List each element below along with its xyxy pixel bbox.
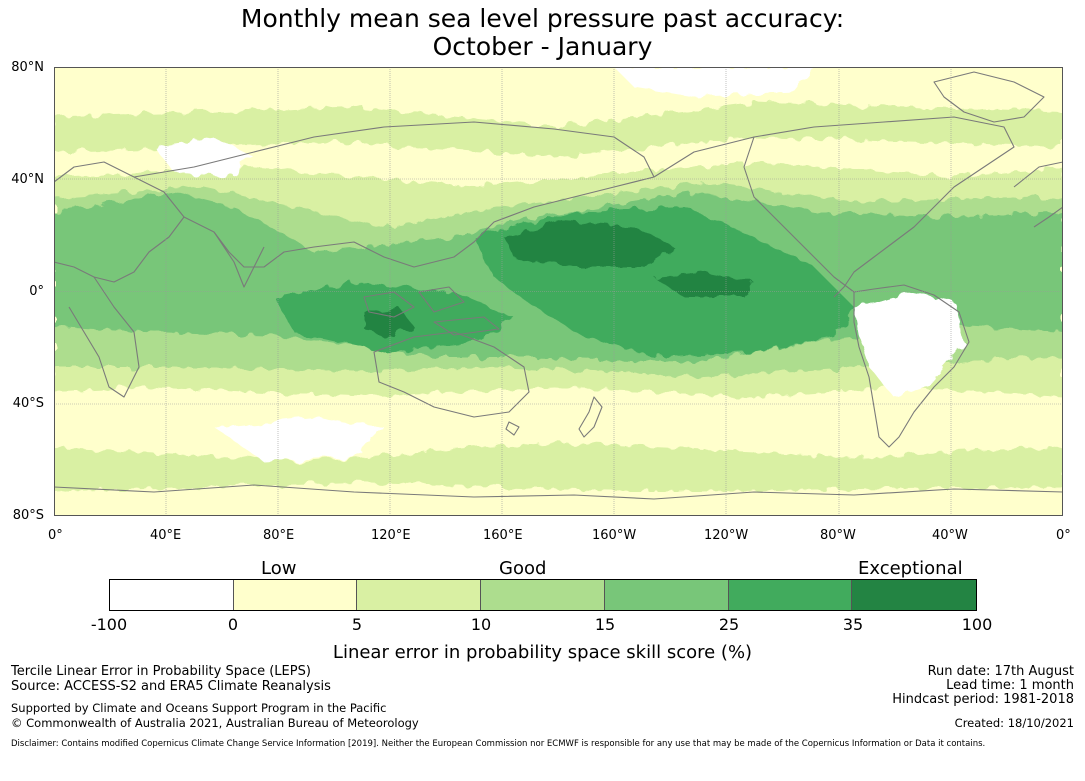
lat-label-0: 0° [29, 284, 44, 299]
colorbar-swatch [604, 580, 729, 610]
lon-label-40w: 40°W [932, 528, 968, 543]
skill-fields [54, 67, 1063, 492]
footer-disclaimer: Disclaimer: Contains modified Copernicus… [11, 739, 986, 749]
chart-subtitle: October - January [432, 32, 653, 61]
colorbar-tick: -100 [90, 615, 128, 634]
lon-label-80e: 80°E [263, 528, 295, 543]
band-35-100-central-pacific [654, 272, 754, 297]
colorbar-swatch [110, 580, 234, 610]
band-35-100-maritime [364, 307, 414, 337]
colorbar [109, 579, 977, 611]
colorbar-tick: 5 [351, 615, 363, 634]
colorbar-tick: 100 [961, 615, 993, 634]
chart-title: Monthly mean sea level pressure past acc… [240, 4, 845, 33]
footer-hindcast-period: Hindcast period: 1981-2018 [892, 692, 1074, 707]
legend-category-good: Good [499, 558, 547, 579]
lon-label-160e: 160°E [483, 528, 523, 543]
lon-label-160w: 160°W [592, 528, 637, 543]
colorbar-swatch [357, 580, 482, 610]
colorbar-swatch [852, 580, 977, 610]
footer-copyright: © Commonwealth of Australia 2021, Austra… [11, 716, 419, 730]
colorbar-tick: 15 [594, 615, 616, 634]
lat-label-80s: 80°S [12, 508, 44, 523]
lon-label-120e: 120°E [371, 528, 411, 543]
map-frame [54, 67, 1063, 516]
colorbar-tick: 35 [842, 615, 864, 634]
footer-method: Tercile Linear Error in Probability Spac… [11, 664, 311, 679]
colorbar-tick: 0 [227, 615, 239, 634]
lat-label-80n: 80°N [11, 60, 44, 75]
lon-label-0-right: 0° [1056, 528, 1071, 543]
band-5-10-south [54, 442, 1063, 492]
footer-created-date: Created: 18/10/2021 [954, 716, 1074, 730]
footer-source: Source: ACCESS-S2 and ERA5 Climate Reana… [11, 679, 331, 694]
gridlines [54, 67, 1063, 516]
lon-label-80w: 80°W [820, 528, 856, 543]
legend-category-low: Low [261, 558, 297, 579]
negative-south-america [854, 292, 964, 397]
coastlines [54, 71, 1063, 500]
colorbar-swatch [481, 580, 605, 610]
negative-southern-ocean [214, 417, 384, 462]
legend-category-exceptional: Exceptional [858, 558, 963, 579]
negative-asia [154, 137, 254, 177]
negative-arctic [614, 67, 814, 97]
footer-run-date: Run date: 17th August [927, 664, 1074, 679]
skill-score-map [54, 67, 1063, 516]
colorbar-tick: 25 [718, 615, 740, 634]
colorbar-tick: 10 [470, 615, 492, 634]
colorbar-swatch [728, 580, 853, 610]
footer-support: Supported by Climate and Oceans Support … [11, 701, 387, 715]
colorbar-axis-title: Linear error in probability space skill … [332, 642, 753, 663]
lat-label-40s: 40°S [12, 396, 44, 411]
colorbar-swatch [233, 580, 358, 610]
lon-label-120w: 120°W [704, 528, 749, 543]
lon-label-0-left: 0° [48, 528, 63, 543]
footer-lead-time: Lead time: 1 month [946, 678, 1074, 693]
lat-label-40n: 40°N [11, 172, 44, 187]
band-35-100-pacific [504, 222, 674, 267]
lon-label-40e: 40°E [150, 528, 182, 543]
